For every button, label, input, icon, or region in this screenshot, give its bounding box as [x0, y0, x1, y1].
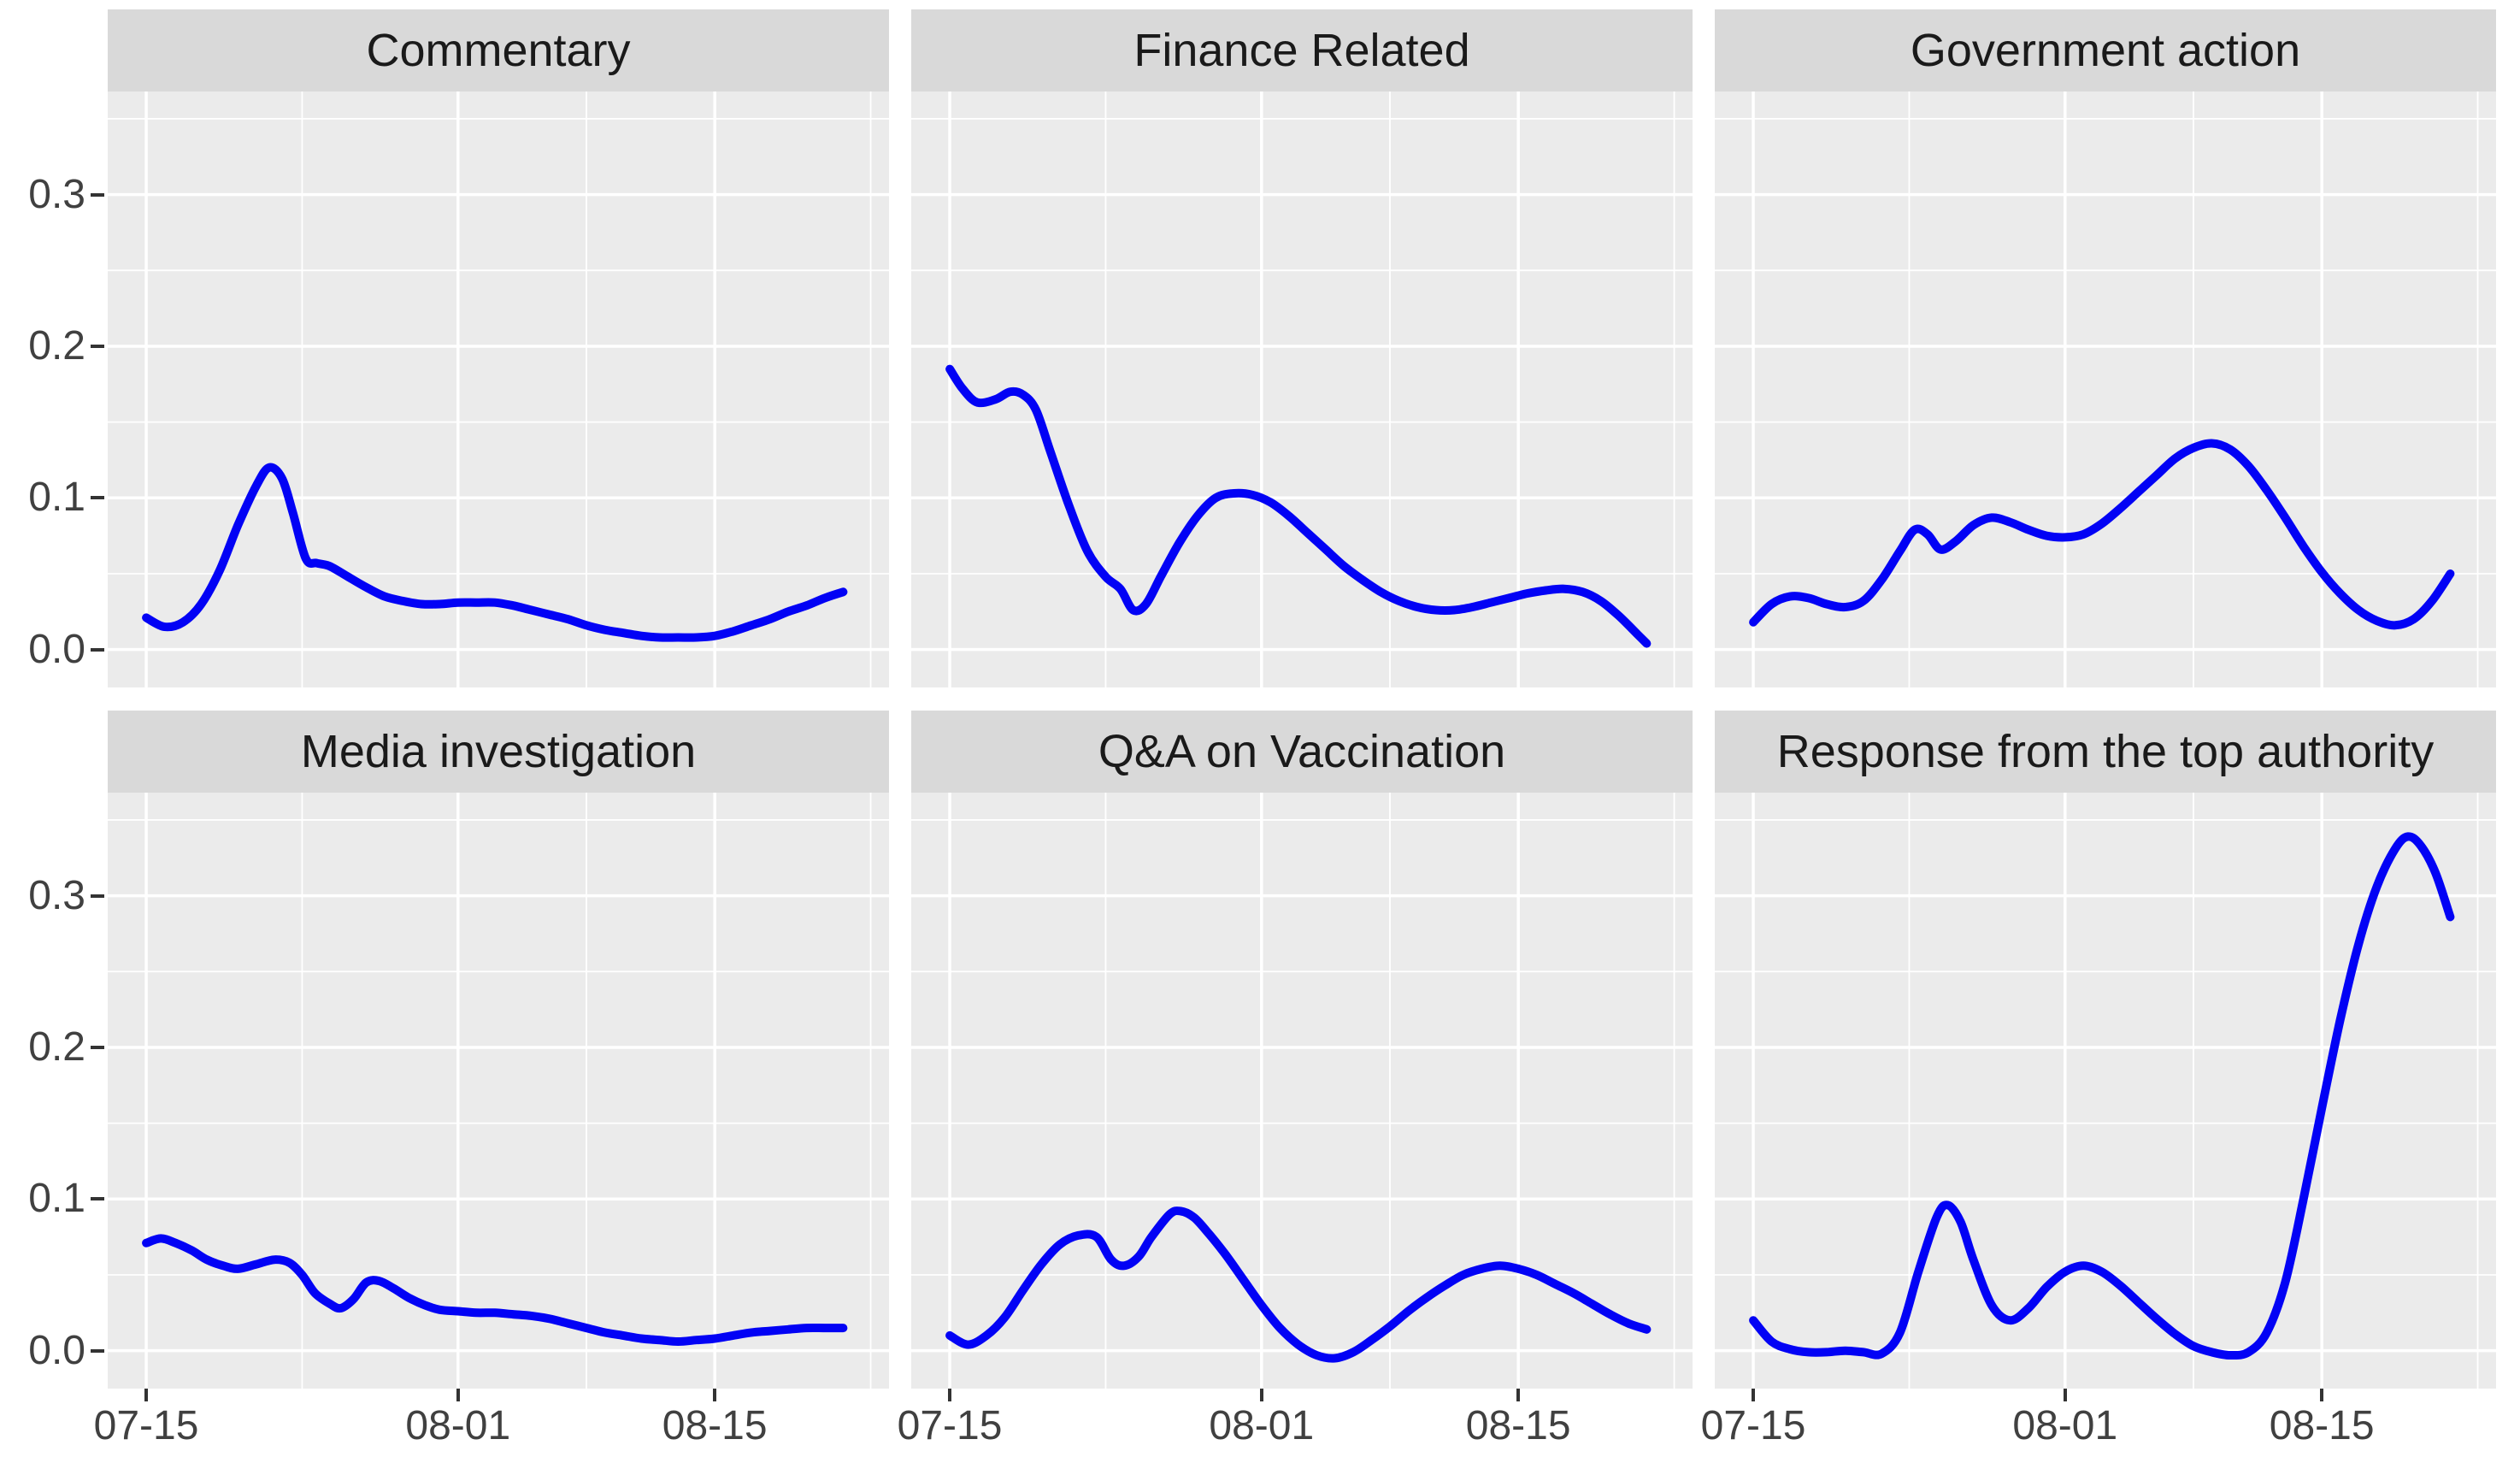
x-axis-tick-label: 07-15 — [897, 1403, 1003, 1448]
y-axis-tick-mark — [91, 894, 104, 898]
x-axis-tick-mark — [713, 1389, 717, 1401]
panel-background — [1715, 91, 2496, 687]
facet-title: Media investigation — [300, 726, 697, 777]
x-axis-tick-mark — [2320, 1389, 2324, 1401]
facet-title: Government action — [1910, 25, 2301, 76]
facet-strip-commentary: Commentary — [108, 9, 889, 91]
panel-background — [108, 91, 889, 687]
y-axis-tick-mark — [91, 1348, 104, 1353]
panel-background — [1715, 793, 2496, 1389]
x-axis-tick-label: 08-15 — [1465, 1403, 1571, 1448]
facet-plot-finance-related — [911, 91, 1693, 687]
facet-strip-government-action: Government action — [1715, 9, 2496, 91]
facet-strip-media-investigation: Media investigation — [108, 711, 889, 793]
panel-background — [108, 793, 889, 1389]
y-axis-tick-mark — [91, 496, 104, 500]
facet-plot-response-from-the-top-authority — [1715, 793, 2496, 1389]
series-line-government-action — [1749, 439, 2455, 630]
facet-strip-q-a-on-vaccination: Q&A on Vaccination — [911, 711, 1693, 793]
y-axis-tick-label: 0.2 — [28, 322, 85, 369]
x-axis-tick-label: 07-15 — [1700, 1403, 1806, 1448]
series-line-media-investigation — [142, 1234, 848, 1346]
x-axis-tick-label: 07-15 — [93, 1403, 199, 1448]
panel-background — [911, 91, 1693, 687]
y-axis-tick-label: 0.1 — [28, 475, 85, 521]
y-axis-tick-label: 0.0 — [28, 1327, 85, 1373]
facet-title: Finance Related — [1133, 25, 1470, 76]
panel-background — [911, 793, 1693, 1389]
x-axis-tick-mark — [144, 1389, 149, 1401]
facet-title: Q&A on Vaccination — [1098, 726, 1506, 777]
x-axis-tick-mark — [2063, 1389, 2067, 1401]
x-axis-tick-label: 08-15 — [662, 1403, 768, 1448]
y-axis-tick-mark — [91, 344, 104, 348]
x-axis-tick-mark — [1752, 1389, 1756, 1401]
x-axis-tick-mark — [456, 1389, 460, 1401]
series-line-commentary — [142, 463, 848, 642]
y-axis-tick-label: 0.3 — [28, 171, 85, 217]
facet-strip-response-from-the-top-authority: Response from the top authority — [1715, 711, 2496, 793]
x-axis-tick-label: 08-01 — [2012, 1403, 2118, 1448]
x-axis-tick-label: 08-01 — [405, 1403, 511, 1448]
y-axis-tick-label: 0.2 — [28, 1023, 85, 1070]
y-axis-tick-mark — [91, 1045, 104, 1049]
series-line-q-a-on-vaccination — [945, 1206, 1652, 1363]
y-axis-tick-label: 0.0 — [28, 626, 85, 672]
y-axis-tick-mark — [91, 1197, 104, 1201]
series-line-response-from-the-top-authority — [1749, 832, 2455, 1360]
y-axis-tick-mark — [91, 192, 104, 197]
facet-plot-q-a-on-vaccination — [911, 793, 1693, 1389]
x-axis-tick-mark — [1259, 1389, 1263, 1401]
x-axis-tick-mark — [1516, 1389, 1521, 1401]
facet-strip-finance-related: Finance Related — [911, 9, 1693, 91]
facet-title: Response from the top authority — [1776, 726, 2435, 777]
series-line-finance-related — [945, 364, 1652, 648]
facet-plot-commentary — [108, 91, 889, 687]
facet-title: Commentary — [366, 25, 631, 76]
x-axis-tick-label: 08-15 — [2269, 1403, 2375, 1448]
y-axis-tick-label: 0.3 — [28, 872, 85, 918]
x-axis-tick-label: 08-01 — [1209, 1403, 1315, 1448]
y-axis-tick-label: 0.1 — [28, 1176, 85, 1222]
facet-plot-government-action — [1715, 91, 2496, 687]
facet-plot-media-investigation — [108, 793, 889, 1389]
x-axis-tick-mark — [948, 1389, 952, 1401]
y-axis-tick-mark — [91, 647, 104, 652]
